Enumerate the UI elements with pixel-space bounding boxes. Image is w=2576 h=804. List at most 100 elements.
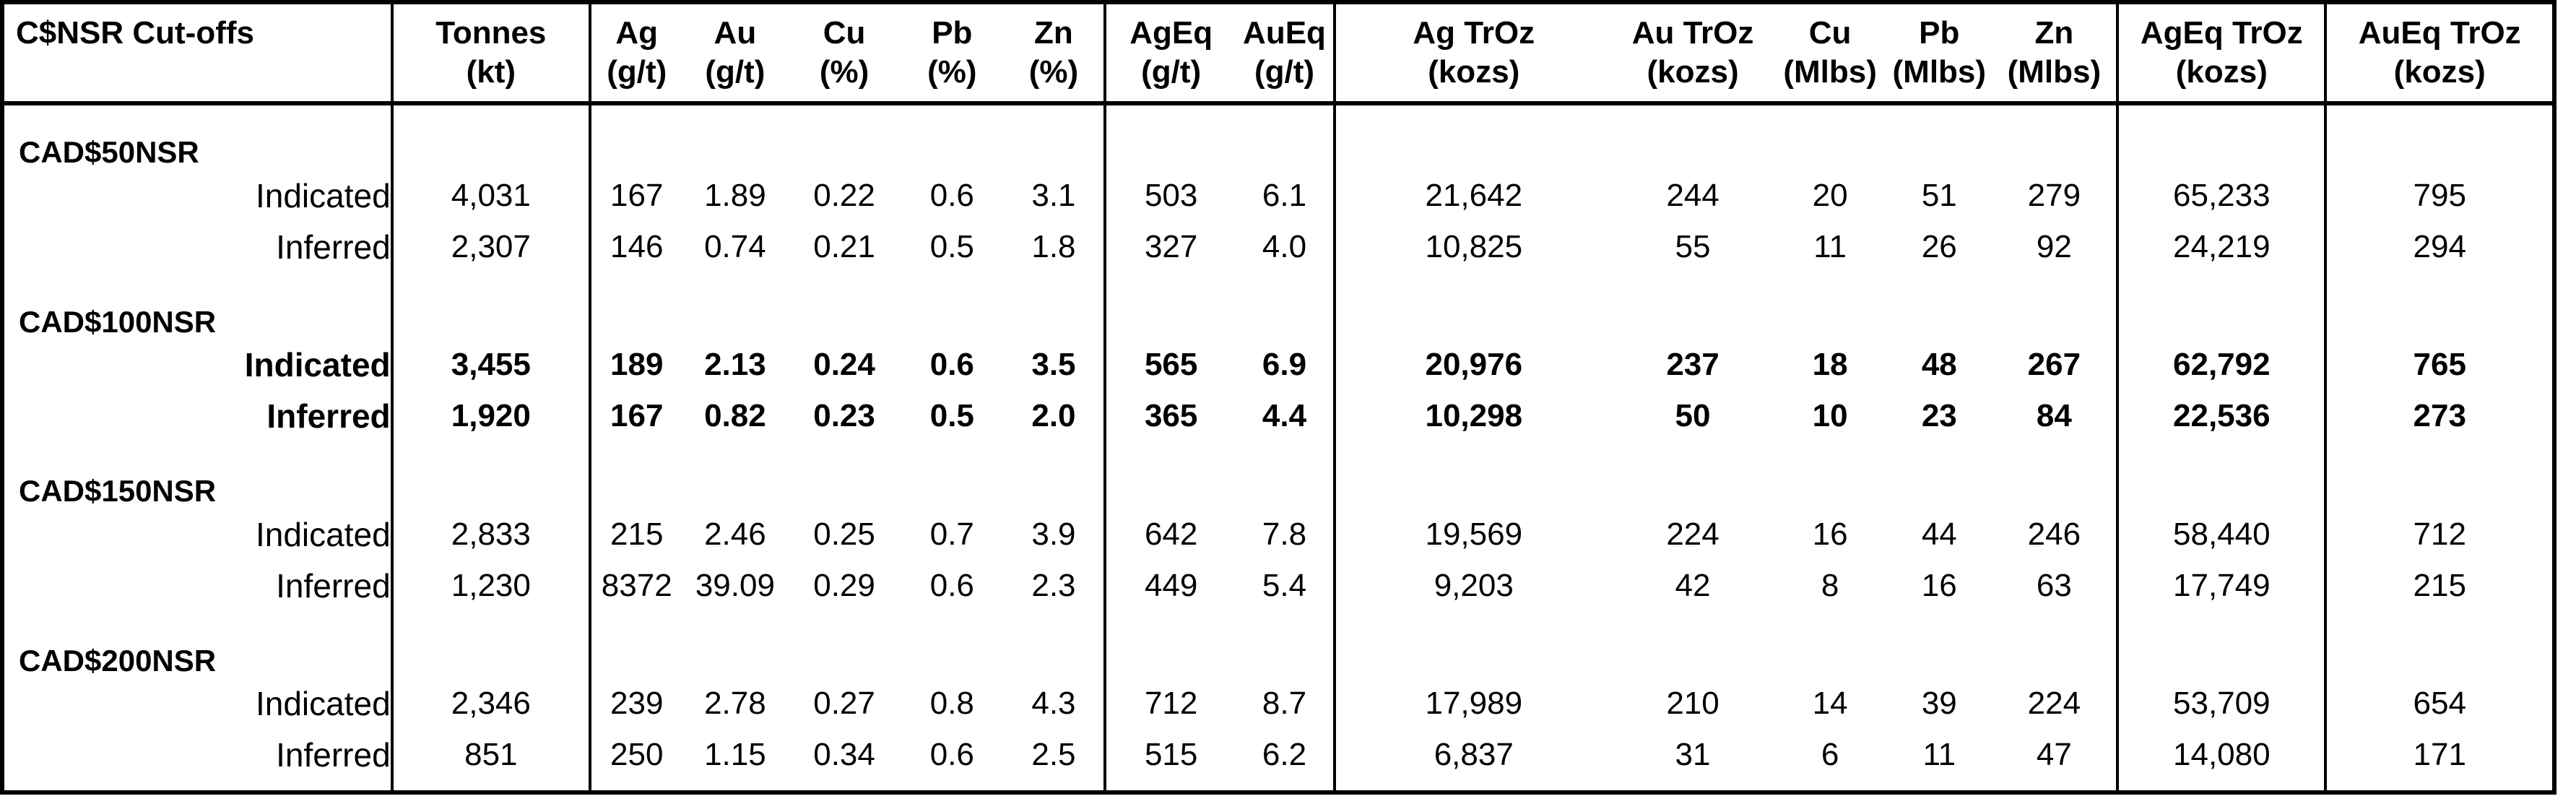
cell-ageq-troz: 58,440 — [2116, 509, 2326, 561]
cell-aueq: 6.1 — [1262, 177, 1307, 213]
empty-cell — [1612, 453, 1774, 509]
cell-tonnes: 851 — [390, 729, 590, 781]
empty-cell — [588, 452, 682, 509]
empty-cell — [788, 622, 901, 678]
cell-ag: 146 — [588, 221, 682, 273]
empty-cell — [2116, 452, 2326, 509]
empty-cell — [788, 453, 901, 509]
col-header-unit: (%) — [1028, 54, 1079, 90]
row-label: Indicated — [244, 346, 391, 384]
empty-cell — [901, 272, 1004, 283]
cell-cu: 0.24 — [813, 347, 875, 383]
cell-ag: 250 — [588, 729, 682, 781]
group-header-row: CAD$150NSR — [2, 452, 2554, 509]
empty-cell — [1774, 103, 1886, 114]
empty-cell — [901, 284, 1004, 340]
cell-ag-troz: 21,642 — [1332, 170, 1612, 222]
empty-cell — [1103, 611, 1236, 623]
empty-cell — [390, 780, 590, 792]
empty-cell — [682, 622, 789, 678]
cell-pb-mlbs: 48 — [1921, 347, 1957, 383]
empty-cell — [682, 611, 789, 622]
cell-aueq-troz: 654 — [2324, 678, 2554, 730]
col-header-pb-mlbs: Pb (Mlbs) — [1886, 2, 1992, 105]
cell-ageq: 515 — [1103, 729, 1236, 781]
empty-cell — [2116, 622, 2326, 678]
col-header-title: Zn — [2034, 15, 2074, 51]
group-header-row: CAD$200NSR — [2, 622, 2554, 678]
empty-cell — [788, 272, 901, 283]
empty-cell — [788, 781, 901, 792]
cell-zn: 3.1 — [1031, 177, 1076, 213]
empty-cell — [1103, 283, 1236, 340]
cell-ageq: 327 — [1103, 221, 1236, 273]
cell-ageq: 642 — [1103, 509, 1236, 561]
col-header-unit: (kt) — [466, 54, 516, 90]
col-header-title: AuEq TrOz — [2358, 15, 2521, 51]
empty-cell — [2324, 272, 2554, 284]
empty-cell — [588, 283, 682, 340]
empty-cell — [1103, 441, 1236, 453]
empty-cell — [1612, 272, 1774, 283]
col-header-title: AuEq — [1243, 15, 1326, 51]
empty-cell — [2, 442, 392, 453]
table-row: Inferred 2,307 146 0.74 0.21 0.5 1.8 327 4.0 10,8… — [2, 221, 2554, 273]
cell-au-troz: 31 — [1675, 737, 1711, 773]
empty-cell — [1992, 453, 2118, 509]
cell-au: 2.78 — [704, 686, 766, 722]
empty-cell — [1612, 114, 1774, 170]
empty-cell — [1103, 272, 1236, 284]
row-label: Inferred — [276, 736, 391, 774]
empty-cell — [1004, 442, 1105, 453]
col-header-cu-mlbs: Cu (Mlbs) — [1774, 2, 1886, 105]
cell-ag-troz: 19,569 — [1332, 509, 1612, 561]
empty-cell — [588, 780, 682, 792]
empty-cell — [1992, 611, 2118, 622]
empty-cell — [682, 284, 789, 340]
empty-cell — [390, 611, 590, 623]
cell-au-troz: 244 — [1666, 177, 1719, 213]
col-header-ag: Ag (g/t) — [588, 2, 682, 105]
cell-zn: 2.5 — [1031, 737, 1076, 773]
col-header-pb: Pb (%) — [900, 2, 1004, 105]
col-header-unit: (g/t) — [607, 54, 667, 90]
cell-tonnes: 1,230 — [390, 560, 590, 612]
col-header-title: AgEq — [1129, 15, 1213, 51]
col-header-title: Cu — [823, 15, 866, 51]
col-header-title: Au — [714, 15, 757, 51]
col-header-unit: (g/t) — [1141, 54, 1202, 90]
cell-au: 2.46 — [704, 516, 766, 552]
empty-cell — [2, 103, 392, 114]
empty-cell — [1332, 272, 1612, 284]
empty-cell — [901, 453, 1004, 509]
cell-ag-troz: 10,825 — [1332, 221, 1612, 273]
col-header-unit: (Mlbs) — [1892, 54, 1987, 90]
empty-cell — [1992, 284, 2118, 340]
empty-cell — [1774, 611, 1886, 622]
cell-aueq: 5.4 — [1262, 567, 1307, 603]
cell-pb-mlbs: 26 — [1921, 228, 1957, 264]
cell-aueq: 6.9 — [1262, 347, 1307, 383]
cell-aueq-troz: 765 — [2324, 339, 2554, 391]
cell-zn: 4.3 — [1031, 686, 1076, 722]
table-row: Inferred 1,230 8372 39.09 0.29 0.6 2.3 449 5.4 9,… — [2, 560, 2554, 612]
cell-tonnes: 1,920 — [390, 390, 590, 442]
empty-cell — [2324, 114, 2554, 170]
cell-au: 39.09 — [695, 567, 775, 603]
empty-cell — [1004, 781, 1105, 792]
empty-cell — [1886, 272, 1992, 283]
empty-cell — [1236, 272, 1335, 283]
col-header-title: Ag — [615, 15, 659, 51]
cell-aueq-troz: 795 — [2324, 170, 2554, 222]
cell-tonnes: 2,833 — [390, 509, 590, 561]
cell-ag: 215 — [588, 509, 682, 561]
cell-pb: 0.7 — [929, 516, 974, 552]
empty-cell — [1236, 103, 1335, 114]
cell-au-troz: 50 — [1675, 398, 1711, 434]
cell-zn-mlbs: 47 — [2036, 737, 2072, 773]
cell-au-troz: 210 — [1666, 686, 1719, 722]
table-row: Inferred 1,920 167 0.82 0.23 0.5 2.0 365 4.4 10,2… — [2, 390, 2554, 442]
cell-pb: 0.6 — [929, 567, 974, 603]
cell-ageq-troz: 14,080 — [2116, 729, 2326, 781]
cell-cu-mlbs: 16 — [1812, 516, 1848, 552]
